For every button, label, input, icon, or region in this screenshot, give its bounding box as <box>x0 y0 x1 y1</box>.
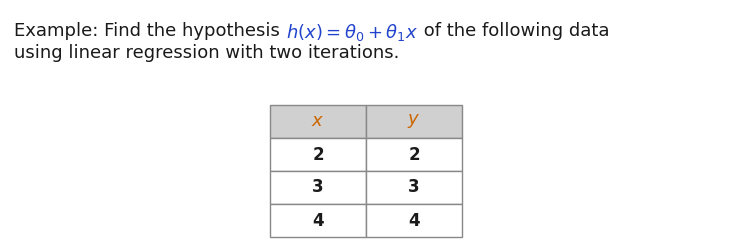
Bar <box>366 204 462 237</box>
Text: 4: 4 <box>312 212 324 229</box>
Text: Example: Find the hypothesis: Example: Find the hypothesis <box>14 22 285 40</box>
Bar <box>270 204 366 237</box>
Bar <box>270 105 366 138</box>
Text: 2: 2 <box>312 146 324 163</box>
Text: of the following data: of the following data <box>418 22 609 40</box>
Text: $y$: $y$ <box>407 113 421 130</box>
Bar <box>366 138 462 171</box>
Bar <box>270 138 366 171</box>
Text: 4: 4 <box>408 212 420 229</box>
Bar <box>366 171 462 204</box>
Bar <box>270 171 366 204</box>
Text: $x$: $x$ <box>311 113 324 130</box>
Text: $h(x) = \theta_0 + \theta_1 x$: $h(x) = \theta_0 + \theta_1 x$ <box>285 22 418 43</box>
Text: 2: 2 <box>408 146 420 163</box>
Bar <box>366 105 462 138</box>
Text: 3: 3 <box>312 179 324 196</box>
Text: 3: 3 <box>408 179 420 196</box>
Text: using linear regression with two iterations.: using linear regression with two iterati… <box>14 44 400 62</box>
